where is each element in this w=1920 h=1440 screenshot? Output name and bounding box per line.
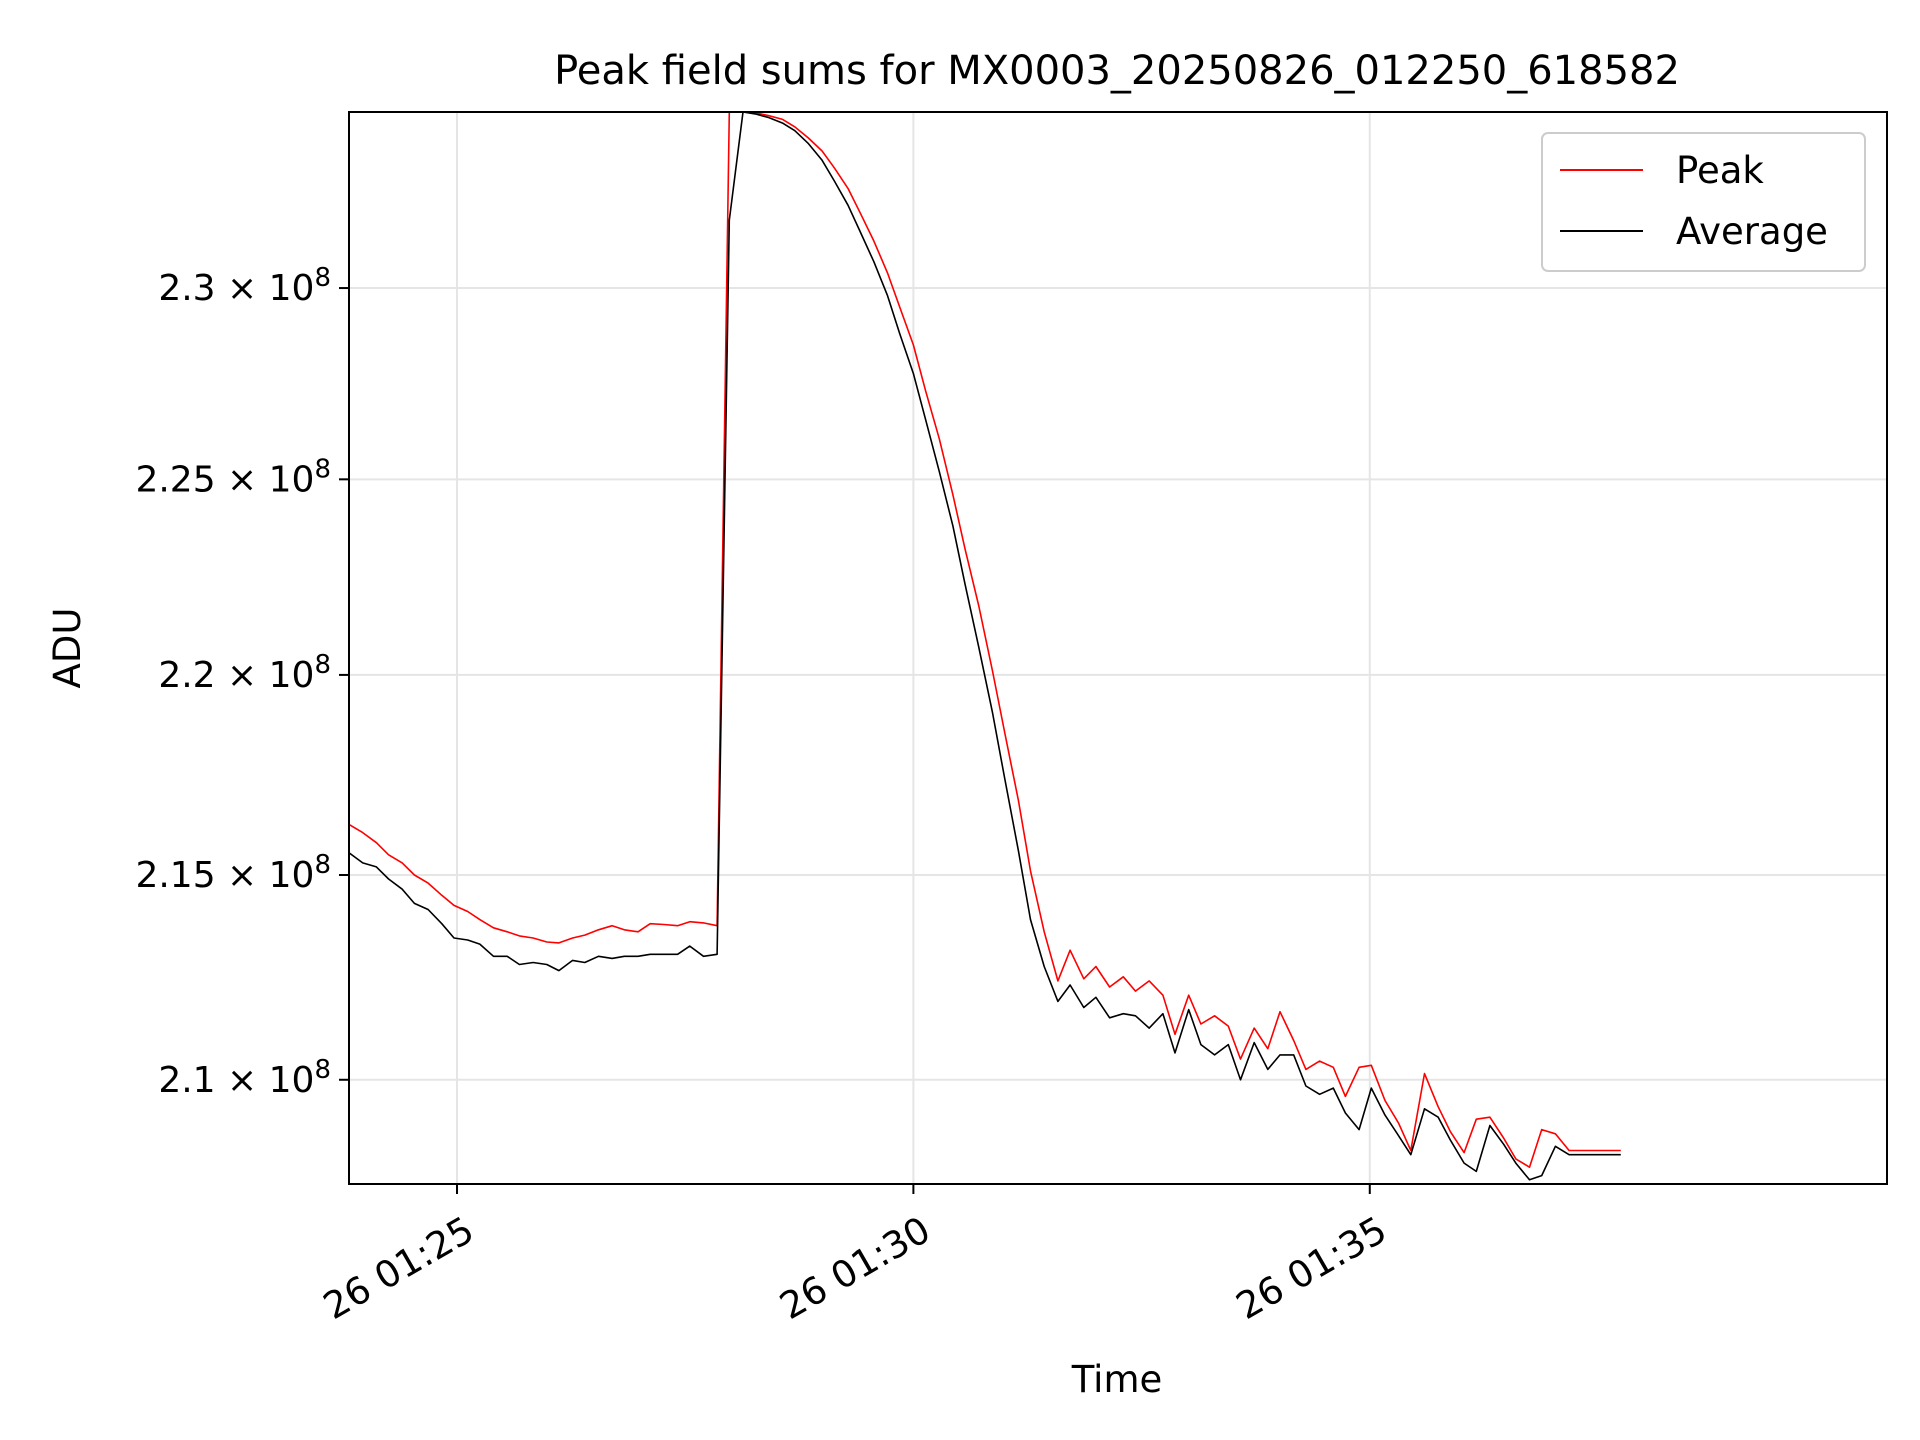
y-tick-label: 2.3 × 108: [158, 263, 331, 309]
y-tick-label: 2.2 × 108: [158, 650, 331, 696]
y-tick-mantissa: 2.1: [158, 1060, 215, 1101]
legend-label-average: Average: [1676, 210, 1828, 253]
y-tick-label: 2.25 × 108: [135, 454, 331, 500]
y-tick-mantissa: 2.15: [135, 855, 215, 896]
y-tick-mantissa: 2.3: [158, 268, 215, 309]
y-tick-label: 2.1 × 108: [158, 1055, 331, 1101]
grid: [349, 112, 1887, 1184]
y-tick-times: × 10: [216, 459, 315, 500]
series-line-peak: [349, 112, 1621, 1168]
y-tick-exponent: 8: [314, 263, 331, 293]
y-tick-exponent: 8: [314, 650, 331, 680]
y-tick-label: 2.15 × 108: [135, 850, 331, 896]
series-line-average: [349, 112, 1621, 1181]
y-tick-times: × 10: [216, 268, 315, 309]
legend: Peak Average: [1541, 132, 1866, 272]
legend-box: [1541, 132, 1866, 272]
y-axis-label: ADU: [46, 608, 89, 689]
chart-title: Peak field sums for MX0003_20250826_0122…: [554, 48, 1680, 94]
y-tick-times: × 10: [216, 1060, 315, 1101]
y-tick-mantissa: 2.2: [158, 655, 215, 696]
y-tick-times: × 10: [216, 855, 315, 896]
legend-label-peak: Peak: [1676, 149, 1764, 192]
y-tick-times: × 10: [216, 655, 315, 696]
y-tick-exponent: 8: [314, 1055, 331, 1085]
y-tick-mantissa: 2.25: [135, 459, 215, 500]
plot-frame: [348, 111, 1888, 1185]
y-tick-exponent: 8: [314, 454, 331, 484]
x-axis-label: Time: [1071, 1358, 1163, 1401]
y-tick-exponent: 8: [314, 850, 331, 880]
plot-series: [349, 112, 1621, 1181]
